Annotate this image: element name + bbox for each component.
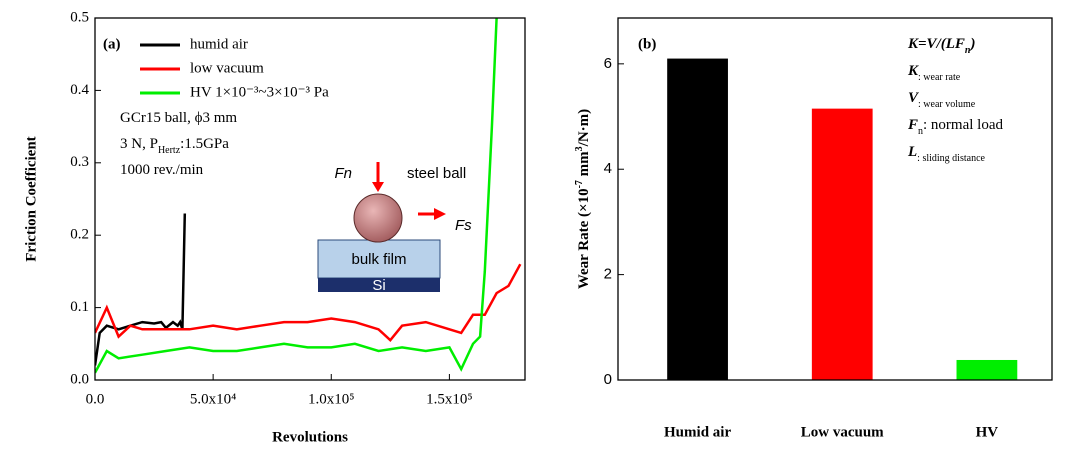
ball-shape [353, 193, 403, 243]
y-tick-label: 0.0 [70, 371, 89, 387]
inset-label: Fn [334, 165, 352, 182]
y-tick-label: 0 [604, 371, 612, 388]
text-segment: -7 [574, 180, 585, 188]
annotation: K=V/(LFn) [907, 36, 975, 55]
annotation: GCr15 ball, ϕ3 mm [120, 110, 237, 126]
annotation: 1000 rev./min [120, 162, 204, 178]
legend-label: low vacuum [190, 60, 264, 76]
text-segment: mm [576, 151, 592, 180]
data-line [95, 18, 498, 374]
text-segment: n [918, 126, 923, 137]
text-segment: : wear rate [918, 72, 961, 83]
x-tick-label: Low vacuum [801, 424, 884, 440]
inset-label: Si [372, 277, 385, 294]
substrate-shape [318, 278, 440, 292]
annotation: Fn: normal load [907, 117, 1003, 136]
text-segment: 3 [574, 146, 585, 151]
y-tick-label: 4 [604, 160, 612, 177]
text-segment: n [965, 45, 971, 56]
arrow-fn-head [372, 182, 384, 192]
x-tick-label: 1.0x10⁵ [308, 391, 354, 407]
text-segment: GCr15 ball, ϕ3 mm [120, 110, 237, 126]
inset-label: steel ball [407, 165, 466, 182]
x-axis-label: Revolutions [272, 429, 348, 445]
inset-label: bulk film [351, 251, 406, 268]
legend-label: HV 1×10⁻³~3×10⁻³ Pa [190, 84, 329, 100]
text-segment: K=V/(LF [907, 36, 965, 52]
y-axis-label: Friction Coefficient [23, 136, 39, 261]
arrow-fs-head [434, 208, 446, 220]
text-segment: F [907, 117, 918, 133]
legend-label: humid air [190, 36, 248, 52]
plot-frame [94, 17, 526, 381]
text-segment: Wear Rate (×10 [576, 188, 592, 289]
x-tick-label: 1.5x10⁵ [426, 391, 472, 407]
bar [811, 108, 873, 381]
y-tick-label: 0.3 [70, 154, 89, 170]
panel-label: (a) [103, 36, 121, 52]
x-tick-label: Humid air [664, 424, 731, 440]
text-segment: : sliding distance [917, 153, 985, 164]
text-segment: :1.5GPa [180, 136, 229, 152]
y-tick-label: 6 [604, 55, 612, 72]
text-segment: : normal load [923, 117, 1003, 133]
y-tick-label: 2 [604, 266, 612, 283]
text-segment: K [907, 63, 919, 79]
annotation: Wear Rate (×10-7 mm3/N·m) [574, 109, 593, 289]
data-line [95, 263, 522, 343]
bar [956, 359, 1018, 380]
y-tick-label: 0.2 [70, 227, 89, 243]
text-segment: V [908, 90, 920, 106]
text-segment: L [907, 144, 917, 160]
y-tick-label: 0.1 [70, 299, 89, 315]
inset-label: Fs [455, 217, 472, 234]
text-segment: 1000 rev./min [120, 162, 204, 178]
y-tick-label: 0.5 [70, 9, 89, 25]
x-tick-label: 5.0x10⁴ [190, 391, 236, 407]
x-tick-label: HV [976, 424, 999, 440]
annotation: 3 N, PHertz:1.5GPa [120, 136, 229, 155]
text-segment: /N·m) [576, 109, 592, 148]
annotation: V: wear volume [908, 90, 976, 109]
panel-label: (b) [638, 36, 656, 52]
data-line [95, 213, 187, 366]
text-segment: : wear volume [918, 99, 976, 110]
y-tick-label: 0.4 [70, 82, 89, 98]
text-segment: ) [968, 36, 975, 52]
text-segment: Hertz [158, 145, 181, 156]
text-segment: 3 N, P [120, 136, 158, 152]
plot-frame [617, 17, 1053, 381]
annotation: K: wear rate [907, 63, 961, 82]
annotation: L: sliding distance [907, 144, 986, 163]
x-tick-label: 0.0 [86, 391, 105, 407]
bar [667, 58, 728, 380]
film-shape [317, 239, 441, 279]
